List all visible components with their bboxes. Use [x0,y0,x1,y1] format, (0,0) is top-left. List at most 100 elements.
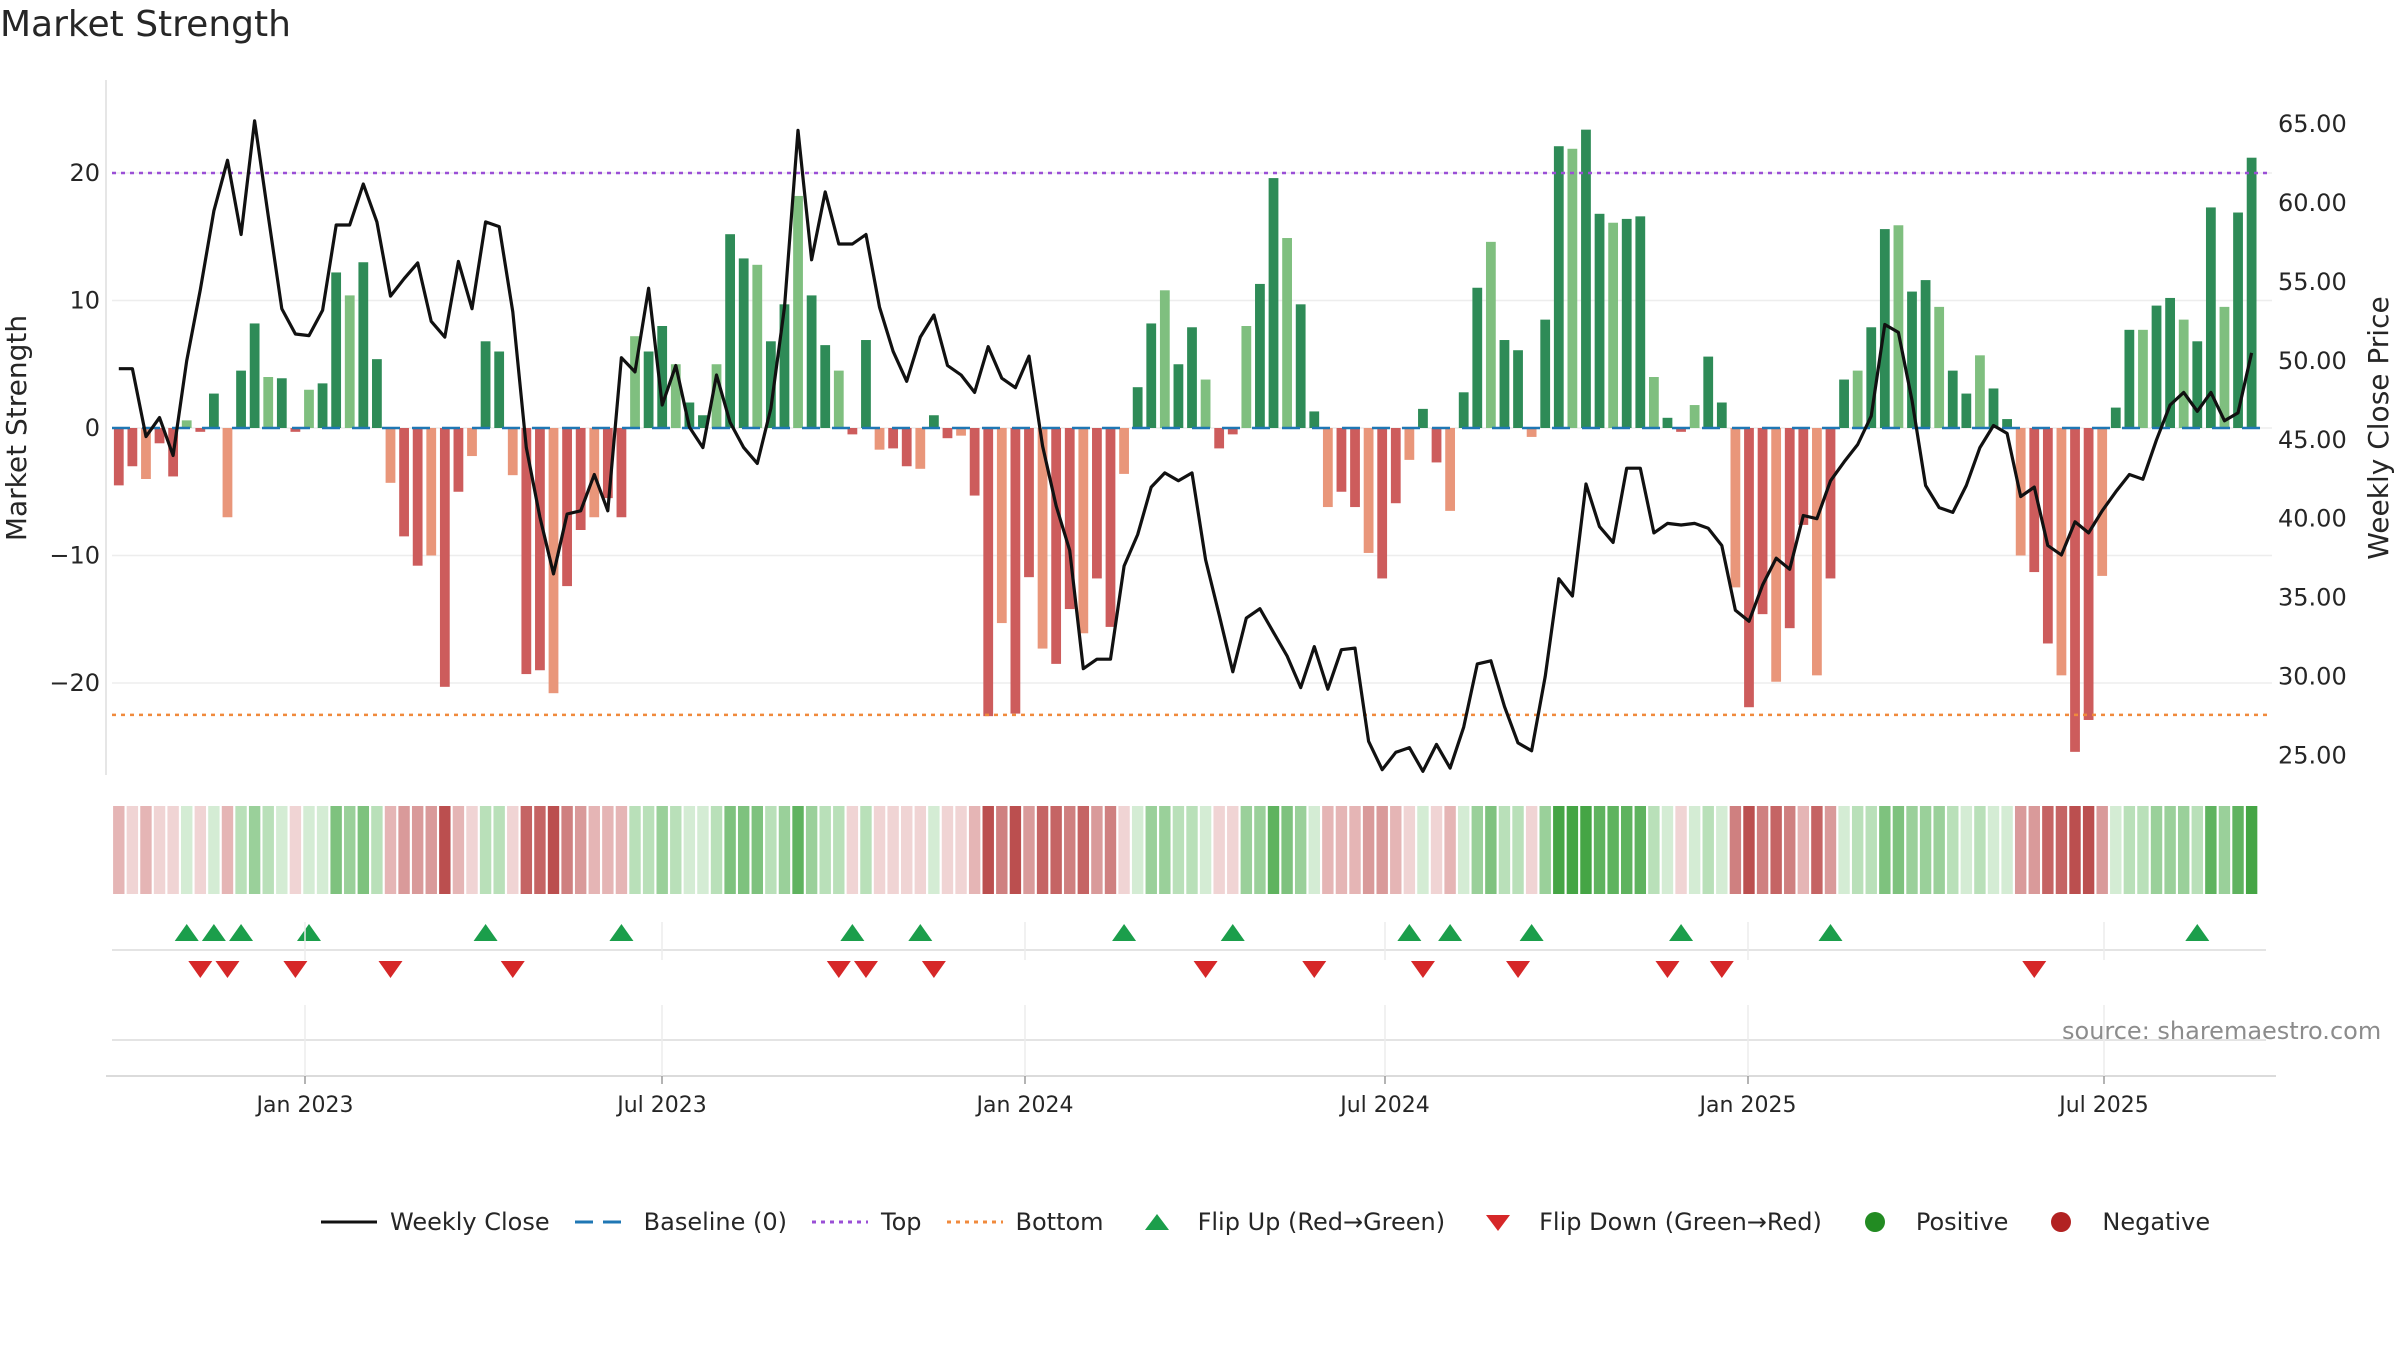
strength-bar [657,326,668,428]
strip-cell [1376,806,1388,894]
strength-bar [1431,428,1442,463]
strength-bar [2192,341,2203,428]
strength-bar [2110,407,2121,428]
strip-cell [1634,806,1647,894]
flip-up-marker [1220,924,1245,941]
legend-dotted-icon [944,1212,1006,1232]
strip-cell [887,806,899,894]
strip-cell [2191,806,2203,894]
strip-cell [710,806,723,894]
chart-title: Market Strength [0,4,291,45]
strength-bar [1662,417,1673,428]
strength-bar [2151,305,2162,428]
strip-cell [1675,806,1687,894]
strip-cell [1824,806,1837,894]
strength-bar [1268,178,1279,428]
strip-cell [982,806,994,894]
strength-bar [861,340,871,428]
strength-bar [222,428,233,518]
strip-cell [941,806,954,894]
strip-cell [1566,806,1579,894]
strength-bar [1567,148,1578,428]
strip-cell [1131,806,1144,894]
strip-cell [928,806,940,894]
circle-icon [2030,1212,2092,1232]
strength-bar [2083,428,2094,720]
strength-bar [1771,428,1782,682]
strength-bar [1961,393,1972,428]
strip-cell [1498,806,1511,894]
strength-bar [141,428,151,479]
strength-bar [2097,428,2108,576]
strip-cell [194,806,207,894]
strength-bar [1893,225,1904,428]
strip-cell [167,806,179,894]
strength-bar [453,428,464,492]
strip-cell [303,806,315,894]
strength-bar [1934,306,1945,428]
legend-line-icon [318,1212,380,1232]
strength-bar [1485,241,1496,428]
strength-bar [630,336,640,428]
circle-icon [1844,1212,1906,1232]
strip-cell [1987,806,2000,894]
strip-cell [1457,806,1470,894]
strip-cell [1716,806,1728,894]
strip-cell [2110,806,2122,894]
strength-bar [1159,290,1170,428]
strip-cell [2245,806,2258,894]
strength-bar [1390,428,1401,504]
strength-bar [127,428,138,467]
strip-cell [1525,806,1538,894]
strip-cell [1471,806,1483,894]
strength-bar [833,370,844,428]
strip-cell [1430,806,1443,894]
strength-bar [1635,216,1646,428]
strip-cell [1349,806,1361,894]
strength-bar [1078,428,1089,634]
flip-down-marker [921,961,946,978]
strength-bar [385,428,396,483]
legend-dotted-icon [809,1212,871,1232]
strip-cell [1743,806,1755,894]
strength-bar [154,428,165,444]
x-tick-label: Jan 2025 [1698,1093,1797,1118]
strength-bar [1105,428,1116,627]
strength-bar [2124,329,2135,428]
flip-down-marker [378,961,403,978]
left-axis-label: Market Strength [0,315,33,541]
triangle-down-icon [1467,1212,1529,1232]
right-tick-label: 40.00 [2278,505,2347,533]
strength-bar [1581,129,1591,428]
strip-cell [1947,806,1959,894]
strength-bar [317,383,328,428]
strength-bar [1825,428,1836,579]
strength-bar [969,428,980,496]
flip-down-marker [215,961,240,978]
strength-bar [575,428,586,530]
strip-cell [819,806,831,894]
strength-bar [996,428,1007,624]
strength-bar [793,195,803,428]
strip-cell [344,806,356,894]
legend-item-negative: Negative [2030,1208,2210,1236]
flip-up-marker [229,924,254,941]
strength-bar [616,428,627,518]
strip-cell [1118,806,1130,894]
strip-cell [1906,806,1918,894]
strip-cell [1553,806,1565,894]
strip-cell [2137,806,2149,894]
strength-bar [928,415,939,428]
strip-cell [1186,806,1198,894]
strength-bar [1907,291,1917,428]
strip-cell [765,806,777,894]
strength-bar [426,428,437,556]
strip-cell [2164,806,2176,894]
strength-bar [684,402,695,428]
strip-cell [1091,806,1103,894]
strength-bar [1540,319,1551,428]
strip-cell [996,806,1008,894]
strip-cell [1879,806,1891,894]
strip-cell [642,806,655,894]
left-tick-label: −20 [49,669,100,697]
